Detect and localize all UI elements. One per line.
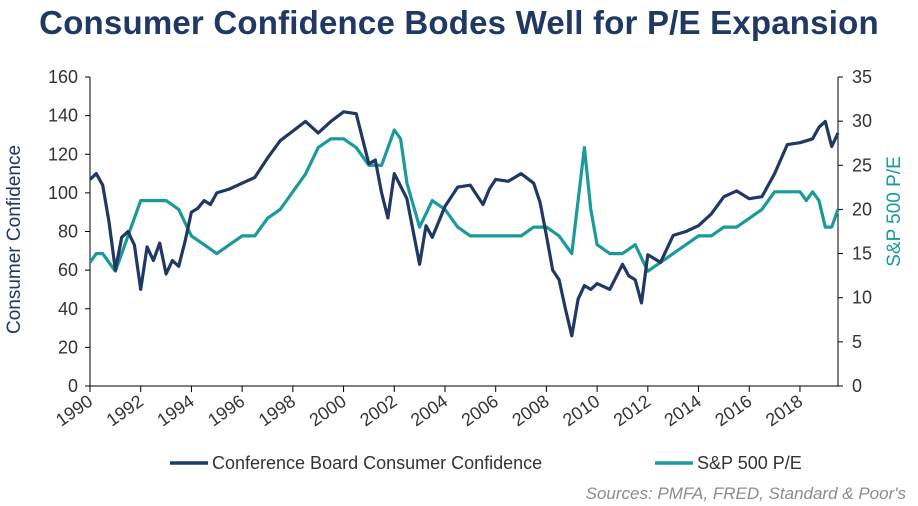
x-tick-label: 2002 [356, 391, 400, 430]
x-tick-label: 2018 [762, 391, 806, 430]
series-layer [88, 110, 840, 338]
right-tick-label: 35 [852, 67, 872, 87]
x-tick-label: 1992 [103, 391, 147, 430]
right-tick-label: 10 [852, 288, 872, 308]
left-tick-label: 80 [58, 222, 78, 242]
x-tick-label: 2000 [306, 391, 350, 430]
left-axis-title: Consumer Confidence [4, 145, 25, 334]
x-tick-label: 2016 [711, 391, 755, 430]
right-tick-label: 25 [852, 155, 872, 175]
source-note: Sources: PMFA, FRED, Standard & Poor's [585, 484, 906, 503]
x-tick-label: 2006 [458, 391, 502, 430]
series-line-sp500-pe [88, 128, 840, 273]
left-tick-label: 160 [48, 67, 78, 87]
series-line-consumer-confidence [88, 110, 840, 338]
left-tick-label: 120 [48, 144, 78, 164]
left-tick-label: 100 [48, 183, 78, 203]
left-tick-label: 60 [58, 260, 78, 280]
right-axis: 0 5 10 15 20 25 30 35 [837, 67, 872, 396]
left-axis: 0 20 40 60 80 100 120 140 160 [48, 67, 91, 396]
left-tick-label: 0 [68, 376, 78, 396]
chart-title: Consumer Confidence Bodes Well for P/E E… [39, 4, 879, 41]
left-tick-label: 140 [48, 106, 78, 126]
left-tick-label: 20 [58, 337, 78, 357]
x-tick-label: 1990 [52, 391, 96, 430]
right-tick-label: 15 [852, 244, 872, 264]
x-tick-label: 2014 [661, 391, 705, 430]
x-tick-label: 1994 [153, 391, 197, 430]
x-tick-label: 2010 [559, 391, 603, 430]
right-tick-label: 30 [852, 111, 872, 131]
legend-label: S&P 500 P/E [697, 453, 802, 473]
right-tick-label: 20 [852, 199, 872, 219]
right-tick-label: 5 [852, 332, 862, 352]
x-tick-label: 1996 [204, 391, 248, 430]
x-tick-label: 2004 [407, 391, 451, 430]
right-axis-title: S&P 500 P/E [884, 156, 905, 267]
legend: Conference Board Consumer Confidence S&P … [170, 453, 802, 473]
legend-label: Conference Board Consumer Confidence [212, 453, 542, 473]
left-tick-label: 40 [58, 299, 78, 319]
x-tick-label: 2008 [508, 391, 552, 430]
x-tick-label: 2012 [610, 391, 654, 430]
right-tick-label: 0 [852, 376, 862, 396]
x-axis: 1990 1992 1994 1996 1998 2000 2002 2004 2006 2008… [52, 385, 838, 430]
x-tick-label: 1998 [255, 391, 299, 430]
